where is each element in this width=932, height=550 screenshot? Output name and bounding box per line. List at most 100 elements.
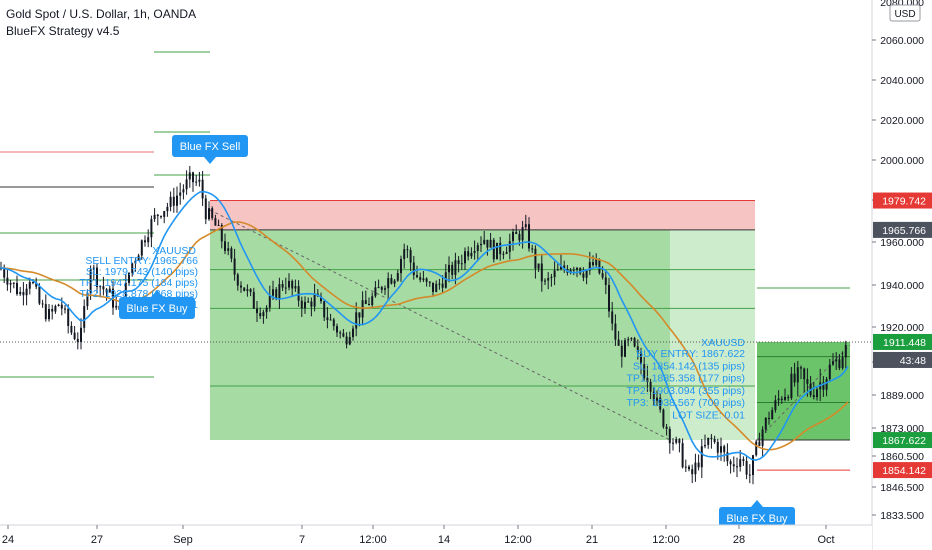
candle-body bbox=[540, 263, 543, 282]
candle-body bbox=[694, 462, 697, 475]
candle bbox=[675, 436, 678, 445]
candle-body bbox=[348, 337, 351, 345]
candle bbox=[470, 247, 473, 259]
candle-body bbox=[739, 459, 742, 467]
price-label-bg bbox=[873, 221, 932, 238]
candle-body bbox=[169, 196, 172, 207]
candle-body bbox=[716, 442, 719, 453]
candle-body bbox=[22, 292, 25, 296]
sell-sl-zone bbox=[210, 200, 755, 230]
price-tick: 1940.000 bbox=[880, 280, 924, 292]
candle bbox=[681, 438, 684, 469]
candle-body bbox=[512, 231, 514, 242]
candle-body bbox=[656, 397, 658, 401]
buy-setup-symbol: XAUUSD bbox=[701, 337, 745, 349]
candle bbox=[684, 459, 687, 472]
candle bbox=[608, 277, 610, 318]
candle bbox=[86, 289, 89, 310]
candle bbox=[6, 268, 9, 291]
candle-body bbox=[777, 398, 780, 401]
candle-body bbox=[409, 250, 412, 263]
candle-body bbox=[208, 208, 210, 220]
signal-pointer-icon bbox=[751, 500, 763, 507]
buy-setup-line: TP2: 1903.094 (355 pips) bbox=[627, 385, 746, 397]
candle bbox=[646, 365, 649, 392]
candle-body bbox=[246, 289, 249, 291]
time-axis[interactable]: 24 27 Sep 7 12:00 14 12:00 21 12:00 28 Oct bbox=[0, 524, 872, 550]
candle-body bbox=[185, 179, 188, 190]
candle bbox=[736, 457, 738, 478]
candle bbox=[115, 296, 118, 311]
candle bbox=[176, 186, 178, 213]
candle bbox=[464, 247, 466, 271]
candle bbox=[457, 256, 460, 273]
candle-body bbox=[281, 284, 284, 288]
symbol-title[interactable]: Gold Spot / U.S. Dollar, 1h, OANDA bbox=[6, 7, 197, 21]
signal-labels: Blue FX Sell Blue FX Buy Blue FX Buy bbox=[119, 135, 795, 529]
candle-body bbox=[460, 263, 463, 265]
candle-body bbox=[649, 381, 652, 392]
candle bbox=[339, 330, 342, 339]
candle-body bbox=[662, 409, 665, 427]
candle bbox=[758, 432, 761, 447]
indicator-name[interactable]: BlueFX Strategy v4.5 bbox=[6, 24, 120, 38]
candle-body bbox=[83, 306, 86, 328]
candle-body bbox=[342, 333, 345, 337]
candle-body bbox=[352, 328, 354, 338]
candle bbox=[720, 437, 722, 461]
candle bbox=[300, 296, 303, 317]
signal-label[interactable]: Blue FX Buy bbox=[719, 500, 795, 529]
candle bbox=[483, 231, 486, 245]
signal-label[interactable]: Blue FX Sell bbox=[172, 135, 248, 164]
candle-body bbox=[713, 439, 716, 443]
candle-body bbox=[704, 444, 706, 447]
candle bbox=[246, 284, 249, 297]
candle-body bbox=[518, 234, 521, 241]
countdown-label: 43:48 bbox=[900, 355, 926, 367]
candle bbox=[70, 321, 73, 335]
candle-body bbox=[796, 367, 799, 383]
candle bbox=[185, 170, 188, 195]
candle-body bbox=[198, 179, 201, 182]
candle bbox=[12, 282, 15, 289]
candle bbox=[83, 299, 86, 333]
candle-body bbox=[531, 248, 534, 250]
candle-body bbox=[598, 259, 601, 274]
candle-body bbox=[380, 287, 383, 290]
candle-body bbox=[419, 277, 422, 280]
candle bbox=[486, 239, 489, 256]
price-label: 1979.742 bbox=[882, 196, 926, 208]
candle-body bbox=[697, 462, 700, 468]
candle bbox=[236, 272, 239, 291]
candle-body bbox=[748, 474, 751, 476]
candle-body bbox=[144, 240, 146, 243]
candle-body bbox=[793, 373, 796, 383]
sell-setup-line: SELL ENTRY: 1965.766 bbox=[85, 255, 198, 267]
candle-body bbox=[684, 466, 687, 468]
candle-body bbox=[12, 282, 15, 284]
candle bbox=[640, 347, 642, 375]
candle bbox=[297, 280, 300, 307]
candle-body bbox=[3, 269, 6, 278]
signal-label[interactable]: Blue FX Buy bbox=[119, 290, 195, 319]
fast-ma-line bbox=[0, 190, 849, 461]
time-tick: Oct bbox=[817, 534, 834, 546]
signal-text: Blue FX Buy bbox=[126, 303, 188, 315]
candle bbox=[364, 290, 367, 305]
signal-box bbox=[719, 507, 795, 529]
candle bbox=[547, 272, 550, 290]
signal-text: Blue FX Sell bbox=[180, 141, 241, 153]
candle bbox=[0, 261, 2, 271]
candle-body bbox=[332, 319, 335, 327]
candle-body bbox=[736, 466, 738, 468]
candle bbox=[780, 396, 783, 404]
signal-box bbox=[172, 135, 248, 157]
candle bbox=[777, 390, 780, 406]
candle bbox=[598, 258, 601, 275]
price-axis[interactable]: 2080.0002060.0002040.0002020.0002000.000… bbox=[871, 0, 932, 550]
candle bbox=[496, 242, 498, 260]
candle-body bbox=[816, 389, 818, 398]
price-label: 1965.766 bbox=[882, 225, 926, 237]
candle bbox=[428, 281, 431, 287]
